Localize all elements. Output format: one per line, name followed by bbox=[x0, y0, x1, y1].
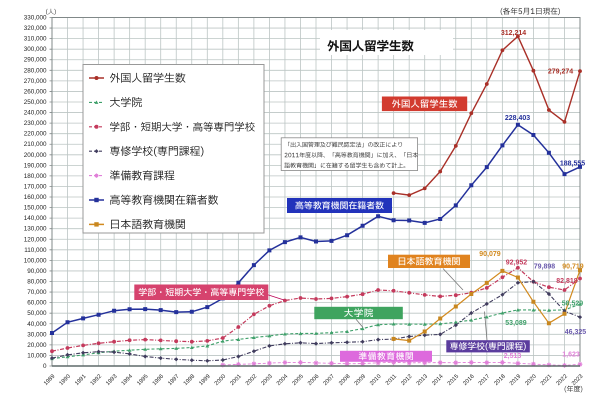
svg-text:53,089: 53,089 bbox=[505, 320, 527, 327]
svg-text:300,000: 300,000 bbox=[24, 46, 47, 53]
svg-text:160,000: 160,000 bbox=[24, 194, 47, 201]
svg-text:228,403: 228,403 bbox=[505, 115, 530, 122]
svg-text:312,214: 312,214 bbox=[501, 30, 526, 37]
svg-text:290,000: 290,000 bbox=[24, 57, 47, 64]
svg-text:10,000: 10,000 bbox=[27, 352, 47, 359]
svg-text:330,000: 330,000 bbox=[24, 15, 47, 22]
svg-text:220,000: 220,000 bbox=[24, 131, 47, 138]
svg-text:20,000: 20,000 bbox=[27, 342, 47, 349]
svg-text:130,000: 130,000 bbox=[24, 226, 47, 233]
svg-text:90,000: 90,000 bbox=[27, 268, 47, 275]
svg-text:100,000: 100,000 bbox=[24, 257, 47, 264]
svg-text:150,000: 150,000 bbox=[24, 205, 47, 212]
svg-text:270,000: 270,000 bbox=[24, 78, 47, 85]
svg-text:180,000: 180,000 bbox=[24, 173, 47, 180]
svg-text:30,000: 30,000 bbox=[27, 331, 47, 338]
svg-text:60,000: 60,000 bbox=[27, 300, 47, 307]
svg-text:260,000: 260,000 bbox=[24, 88, 47, 95]
svg-text:320,000: 320,000 bbox=[24, 25, 47, 32]
svg-text:80,000: 80,000 bbox=[27, 279, 47, 286]
svg-text:230,000: 230,000 bbox=[24, 120, 47, 127]
svg-text:58,529: 58,529 bbox=[562, 301, 584, 308]
svg-text:50,000: 50,000 bbox=[27, 310, 47, 317]
svg-text:110,000: 110,000 bbox=[24, 247, 47, 254]
svg-text:250,000: 250,000 bbox=[24, 99, 47, 106]
svg-text:40,000: 40,000 bbox=[27, 321, 47, 328]
svg-text:120,000: 120,000 bbox=[24, 236, 47, 243]
svg-text:170,000: 170,000 bbox=[24, 184, 47, 191]
svg-text:46,325: 46,325 bbox=[565, 329, 587, 336]
svg-text:92,952: 92,952 bbox=[506, 260, 528, 267]
svg-text:82,818: 82,818 bbox=[556, 278, 578, 285]
svg-text:210,000: 210,000 bbox=[24, 141, 47, 148]
svg-text:280,000: 280,000 bbox=[24, 67, 47, 74]
svg-text:188,555: 188,555 bbox=[560, 161, 585, 168]
svg-text:2,513: 2,513 bbox=[504, 353, 522, 360]
svg-text:90,719: 90,719 bbox=[562, 264, 584, 271]
svg-text:200,000: 200,000 bbox=[24, 152, 47, 159]
svg-text:1,623: 1,623 bbox=[562, 352, 580, 359]
svg-text:310,000: 310,000 bbox=[24, 36, 47, 43]
svg-text:140,000: 140,000 bbox=[24, 215, 47, 222]
svg-text:90,079: 90,079 bbox=[479, 251, 501, 258]
svg-text:70,000: 70,000 bbox=[27, 289, 47, 296]
svg-text:240,000: 240,000 bbox=[24, 110, 47, 117]
svg-text:0: 0 bbox=[43, 363, 47, 370]
svg-text:190,000: 190,000 bbox=[24, 162, 47, 169]
svg-text:79,898: 79,898 bbox=[534, 264, 556, 271]
svg-text:279,274: 279,274 bbox=[548, 69, 573, 76]
